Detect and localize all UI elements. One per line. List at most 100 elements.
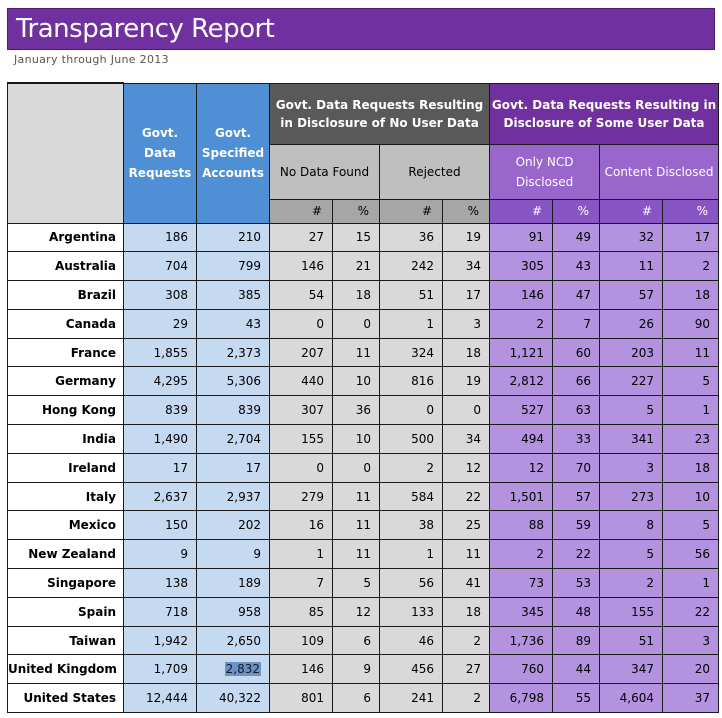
no-data-found-count-cell[interactable]: 16 [269, 510, 333, 541]
ncd-disclosed-count-cell[interactable]: 12 [489, 452, 554, 483]
rejected-percent-cell[interactable]: 3 [441, 308, 491, 339]
country-cell[interactable]: India [7, 424, 124, 454]
ncd-disclosed-percent-cell[interactable]: 53 [552, 568, 601, 598]
rejected-percent-cell[interactable]: 25 [441, 510, 491, 541]
no-data-found-count-cell[interactable]: 801 [269, 683, 333, 714]
country-cell[interactable]: Canada [7, 308, 124, 339]
content-disclosed-percent-cell[interactable]: 18 [662, 452, 720, 483]
no-data-found-percent-cell[interactable]: 11 [332, 510, 380, 541]
no-data-found-count-cell[interactable]: 146 [269, 654, 333, 685]
specified-accounts-cell[interactable]: 2,650 [196, 625, 270, 656]
country-cell[interactable]: Singapore [7, 568, 124, 598]
data-requests-cell[interactable]: 1,709 [123, 654, 197, 685]
rejected-count-cell[interactable]: 456 [379, 654, 443, 685]
no-data-found-percent-cell[interactable]: 0 [332, 308, 380, 339]
specified-accounts-cell[interactable]: 2,373 [196, 337, 270, 368]
rejected-count-cell[interactable]: 56 [379, 568, 443, 598]
data-requests-cell[interactable]: 17 [123, 452, 197, 483]
ncd-disclosed-percent-cell[interactable]: 89 [552, 625, 601, 656]
rejected-percent-cell[interactable]: 27 [441, 654, 491, 685]
data-requests-cell[interactable]: 186 [123, 222, 197, 253]
no-data-found-count-cell[interactable]: 1 [269, 539, 333, 570]
rejected-count-cell[interactable]: 584 [379, 481, 443, 512]
content-disclosed-count-cell[interactable]: 3 [599, 452, 664, 483]
content-disclosed-percent-cell[interactable]: 90 [662, 308, 720, 339]
data-requests-cell[interactable]: 308 [123, 280, 197, 310]
ncd-disclosed-count-cell[interactable]: 760 [489, 654, 554, 685]
content-disclosed-count-cell[interactable]: 347 [599, 654, 664, 685]
ncd-disclosed-percent-cell[interactable]: 49 [552, 222, 601, 253]
country-cell[interactable]: France [7, 337, 124, 368]
ncd-disclosed-percent-cell[interactable]: 43 [552, 251, 601, 282]
rejected-count-cell[interactable]: 241 [379, 683, 443, 714]
content-disclosed-percent-cell[interactable]: 17 [662, 222, 720, 253]
specified-accounts-cell[interactable]: 5,306 [196, 366, 270, 397]
rejected-count-cell[interactable]: 2 [379, 452, 443, 483]
ncd-disclosed-count-cell[interactable]: 1,736 [489, 625, 554, 656]
rejected-percent-cell[interactable]: 2 [441, 683, 491, 714]
ncd-disclosed-percent-cell[interactable]: 48 [552, 596, 601, 627]
specified-accounts-cell[interactable]: 958 [196, 596, 270, 627]
data-requests-cell[interactable]: 2,637 [123, 481, 197, 512]
rejected-percent-cell[interactable]: 12 [441, 452, 491, 483]
specified-accounts-cell[interactable]: 40,322 [196, 683, 270, 714]
country-cell[interactable]: Ireland [7, 452, 124, 483]
content-disclosed-count-cell[interactable]: 155 [599, 596, 664, 627]
no-data-found-count-cell[interactable]: 207 [269, 337, 333, 368]
content-disclosed-count-cell[interactable]: 57 [599, 280, 664, 310]
no-data-found-percent-cell[interactable]: 36 [332, 395, 380, 426]
rejected-percent-cell[interactable]: 18 [441, 337, 491, 368]
data-requests-cell[interactable]: 4,295 [123, 366, 197, 397]
content-disclosed-count-cell[interactable]: 51 [599, 625, 664, 656]
rejected-percent-cell[interactable]: 19 [441, 222, 491, 253]
content-disclosed-count-cell[interactable]: 203 [599, 337, 664, 368]
rejected-count-cell[interactable]: 51 [379, 280, 443, 310]
specified-accounts-cell[interactable]: 385 [196, 280, 270, 310]
rejected-count-cell[interactable]: 133 [379, 596, 443, 627]
specified-accounts-cell[interactable]: 839 [196, 395, 270, 426]
country-cell[interactable]: United Kingdom [7, 654, 124, 685]
data-requests-cell[interactable]: 1,855 [123, 337, 197, 368]
ncd-disclosed-count-cell[interactable]: 2,812 [489, 366, 554, 397]
content-disclosed-count-cell[interactable]: 5 [599, 395, 664, 426]
ncd-disclosed-percent-cell[interactable]: 55 [552, 683, 601, 714]
rejected-percent-cell[interactable]: 19 [441, 366, 491, 397]
no-data-found-count-cell[interactable]: 307 [269, 395, 333, 426]
country-cell[interactable]: Australia [7, 251, 124, 282]
no-data-found-percent-cell[interactable]: 5 [332, 568, 380, 598]
no-data-found-percent-cell[interactable]: 21 [332, 251, 380, 282]
specified-accounts-cell[interactable]: 2,832 [196, 654, 270, 685]
content-disclosed-percent-cell[interactable]: 1 [662, 568, 720, 598]
no-data-found-percent-cell[interactable]: 6 [332, 625, 380, 656]
data-requests-cell[interactable]: 1,490 [123, 424, 197, 454]
specified-accounts-cell[interactable]: 9 [196, 539, 270, 570]
ncd-disclosed-percent-cell[interactable]: 44 [552, 654, 601, 685]
ncd-disclosed-count-cell[interactable]: 2 [489, 308, 554, 339]
content-disclosed-count-cell[interactable]: 227 [599, 366, 664, 397]
data-requests-cell[interactable]: 138 [123, 568, 197, 598]
content-disclosed-percent-cell[interactable]: 20 [662, 654, 720, 685]
ncd-disclosed-percent-cell[interactable]: 33 [552, 424, 601, 454]
country-cell[interactable]: Italy [7, 481, 124, 512]
data-requests-cell[interactable]: 9 [123, 539, 197, 570]
ncd-disclosed-percent-cell[interactable]: 60 [552, 337, 601, 368]
rejected-count-cell[interactable]: 38 [379, 510, 443, 541]
content-disclosed-percent-cell[interactable]: 22 [662, 596, 720, 627]
ncd-disclosed-percent-cell[interactable]: 63 [552, 395, 601, 426]
ncd-disclosed-count-cell[interactable]: 88 [489, 510, 554, 541]
ncd-disclosed-percent-cell[interactable]: 22 [552, 539, 601, 570]
country-cell[interactable]: Hong Kong [7, 395, 124, 426]
country-cell[interactable]: Germany [7, 366, 124, 397]
content-disclosed-percent-cell[interactable]: 5 [662, 510, 720, 541]
no-data-found-percent-cell[interactable]: 10 [332, 424, 380, 454]
content-disclosed-count-cell[interactable]: 273 [599, 481, 664, 512]
specified-accounts-cell[interactable]: 799 [196, 251, 270, 282]
specified-accounts-cell[interactable]: 189 [196, 568, 270, 598]
country-cell[interactable]: Mexico [7, 510, 124, 541]
rejected-count-cell[interactable]: 46 [379, 625, 443, 656]
content-disclosed-count-cell[interactable]: 26 [599, 308, 664, 339]
ncd-disclosed-count-cell[interactable]: 1,501 [489, 481, 554, 512]
ncd-disclosed-count-cell[interactable]: 73 [489, 568, 554, 598]
ncd-disclosed-count-cell[interactable]: 494 [489, 424, 554, 454]
no-data-found-count-cell[interactable]: 0 [269, 308, 333, 339]
